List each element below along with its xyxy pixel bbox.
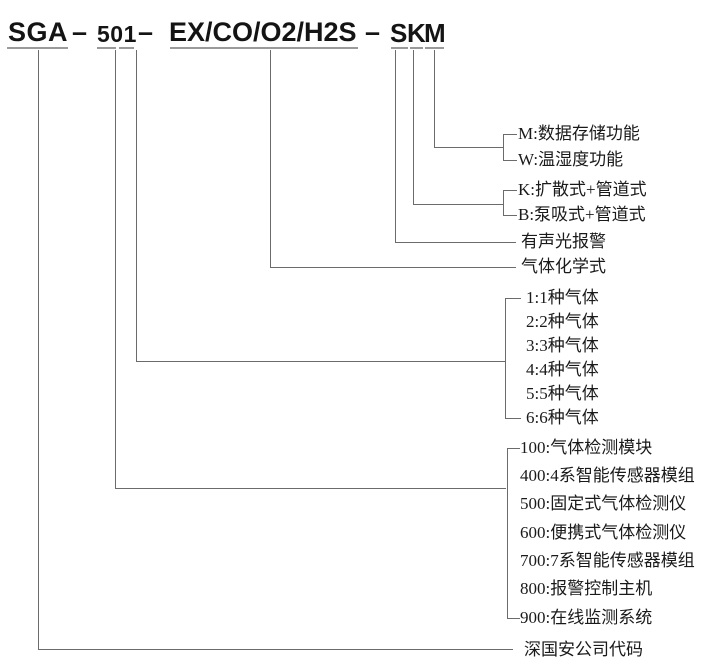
connector-function-horizontal (434, 147, 503, 148)
connector-chemical-vertical (270, 50, 271, 267)
label-gas-count-3: 3:3种气体 (526, 336, 599, 355)
fork-function-stub-m (503, 134, 517, 135)
label-company-code: 深国安公司代码 (524, 640, 643, 659)
bracket-gascount-stub-top (505, 298, 521, 299)
label-chemical: 气体化学式 (521, 257, 606, 276)
fork-function-stub-w (503, 160, 517, 161)
connector-series-horizontal (115, 488, 506, 489)
code-suffix-s: S (390, 18, 408, 48)
connector-alarm-horizontal (395, 242, 516, 243)
label-series-700: 700:7系智能传感器模组 (520, 551, 695, 570)
bracket-series-stub-bottom (507, 618, 520, 619)
underline-company (7, 47, 68, 49)
connector-function-vertical (434, 50, 435, 147)
code-separator-1: – (72, 17, 88, 47)
code-suffix-m: M (424, 18, 447, 48)
code-separator-3: – (365, 17, 381, 47)
underline-series-digits (97, 47, 116, 49)
fork-function-vertical (503, 134, 504, 161)
underline-suffix-m (425, 47, 444, 49)
connector-sampling-vertical (413, 50, 414, 204)
label-series-100: 100:气体检测模块 (520, 438, 653, 457)
bracket-gascount-vertical (505, 298, 506, 419)
label-sampling-b: B:泵吸式+管道式 (518, 205, 646, 224)
code-separator-2: – (138, 17, 154, 47)
underline-suffix-s (391, 47, 408, 49)
label-gas-count-2: 2:2种气体 (526, 312, 599, 331)
label-gas-count-5: 5:5种气体 (526, 384, 599, 403)
label-alarm: 有声光报警 (521, 232, 606, 251)
fork-sampling-vertical (503, 190, 504, 216)
bracket-series-stub-top (507, 448, 520, 449)
connector-chemical-horizontal (270, 267, 516, 268)
code-suffix-k: K (407, 18, 427, 48)
connector-company-vertical (38, 50, 39, 649)
label-series-600: 600:便携式气体检测仪 (520, 523, 687, 542)
label-function-w: W:温湿度功能 (518, 150, 624, 169)
label-series-800: 800:报警控制主机 (520, 579, 653, 598)
fork-sampling-stub-b (503, 215, 517, 216)
connector-gascount-vertical (136, 50, 137, 361)
label-gas-count-4: 4:4种气体 (526, 360, 599, 379)
underline-gas-formula (170, 47, 358, 49)
code-model-number: 501 (97, 21, 137, 47)
label-gas-count-6: 6:6种气体 (526, 408, 599, 427)
label-series-500: 500:固定式气体检测仪 (520, 494, 687, 513)
connector-sampling-horizontal (413, 204, 503, 205)
underline-suffix-k (410, 47, 423, 49)
label-series-400: 400:4系智能传感器模组 (520, 466, 695, 485)
underline-gascount-digit (119, 47, 134, 49)
code-gas-formula: EX/CO/O2/H2S (169, 17, 357, 47)
label-gas-count-1: 1:1种气体 (526, 288, 599, 307)
label-sampling-k: K:扩散式+管道式 (518, 180, 647, 199)
bracket-gascount-stub-bottom (505, 418, 521, 419)
code-company: SGA (8, 17, 69, 47)
connector-company-horizontal (38, 649, 513, 650)
bracket-series-vertical (507, 448, 508, 619)
label-function-m: M:数据存储功能 (518, 124, 640, 143)
fork-sampling-stub-k (503, 190, 517, 191)
connector-series-vertical (115, 50, 116, 488)
label-series-900: 900:在线监测系统 (520, 608, 653, 627)
connector-alarm-vertical (395, 50, 396, 242)
connector-gascount-horizontal (136, 361, 505, 362)
